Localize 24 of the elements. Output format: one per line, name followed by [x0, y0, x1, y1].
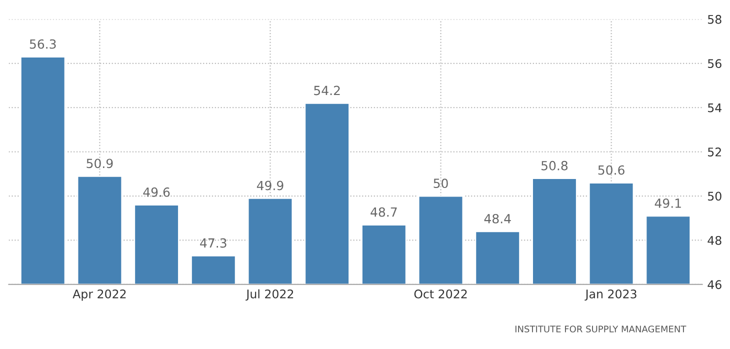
data-label: 48.7 [370, 207, 397, 217]
data-label: 54.2 [314, 86, 340, 96]
y-tick-label: 50 [708, 192, 722, 201]
data-label: 50.8 [542, 160, 568, 170]
y-tick-label: 54 [708, 103, 722, 112]
y-tick-label: 58 [708, 14, 722, 24]
data-label: 49.1 [654, 198, 681, 208]
data-label: 50 [434, 178, 448, 188]
x-tick-label: Jul 2022 [246, 289, 294, 301]
y-tick-label: 52 [708, 148, 721, 156]
data-label: 50.9 [86, 158, 113, 168]
data-label: 56.3 [30, 39, 56, 49]
text: INSTITUTE FOR SUPPLY MANAGEMENT [515, 326, 686, 332]
data-label: 47.3 [200, 238, 226, 248]
y-tick-label: 48 [708, 236, 722, 245]
y-tick-label: 46 [708, 280, 722, 290]
y-tick-label: 56 [708, 59, 722, 68]
data-label: 50.6 [598, 165, 624, 175]
x-tick-label: Apr 2022 [72, 290, 126, 301]
x-tick-label: Oct 2022 [414, 290, 467, 298]
data-label: 49.6 [143, 187, 170, 197]
x-tick-label: Jan 2023 [584, 290, 636, 301]
data-label: 48.4 [484, 214, 511, 224]
data-label: 49.9 [256, 180, 284, 190]
